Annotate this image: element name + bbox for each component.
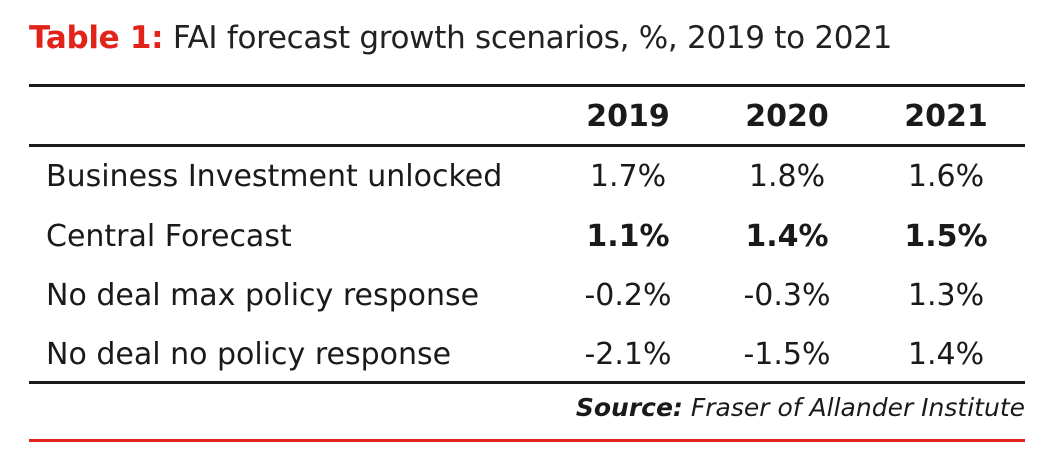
row-label: Business Investment unlocked <box>46 159 503 194</box>
table-cell: 1.8% <box>748 159 826 194</box>
row-label: Central Forecast <box>46 219 292 254</box>
table-cell: 1.1% <box>586 219 670 254</box>
table-title-text: FAI forecast growth scenarios, %, 2019 t… <box>172 20 893 56</box>
table-cell: -2.1% <box>584 337 672 372</box>
table-cell: 1.4% <box>907 337 985 372</box>
row-label: No deal no policy response <box>46 337 452 372</box>
footer-accent-rule <box>29 439 1025 442</box>
column-header-2021: 2021 <box>904 99 988 134</box>
table-cell: 1.6% <box>907 159 985 194</box>
table-title-label: Table 1: <box>29 20 164 56</box>
header-rule <box>29 144 1025 147</box>
table-cell: -0.3% <box>743 278 831 313</box>
top-rule <box>29 84 1025 87</box>
column-header-2019: 2019 <box>586 99 670 134</box>
source-text: Fraser of Allander Institute <box>690 393 1025 422</box>
source-label: Source: <box>575 393 683 422</box>
table-cell: 1.7% <box>589 159 667 194</box>
table-cell: 1.5% <box>904 219 988 254</box>
column-header-2020: 2020 <box>745 99 829 134</box>
table-title: Table 1: FAI forecast growth scenarios, … <box>29 18 892 58</box>
table-cell: 1.4% <box>745 219 829 254</box>
table-cell: -1.5% <box>743 337 831 372</box>
source-note: Source: Fraser of Allander Institute <box>576 390 1025 426</box>
table-cell: -0.2% <box>584 278 672 313</box>
bottom-rule <box>29 381 1025 384</box>
row-label: No deal max policy response <box>46 278 480 313</box>
table-cell: 1.3% <box>907 278 985 313</box>
